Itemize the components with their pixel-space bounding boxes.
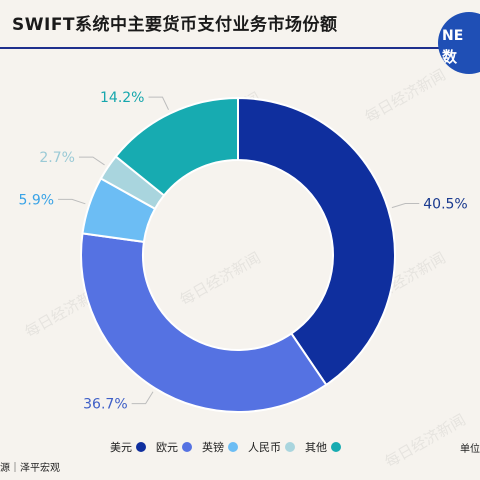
donut-slice-1 xyxy=(237,96,396,387)
legend-item-5: 其他 xyxy=(305,439,341,455)
legend-label: 人民币 xyxy=(248,441,281,454)
chart-title: SWIFT系统中主要货币支付业务市场份额 xyxy=(12,15,338,35)
logo-text-top: NE xyxy=(442,28,464,44)
unit-label: 单位 xyxy=(460,444,480,455)
logo-text-bottom: 数 xyxy=(442,48,458,66)
legend-item-3: 英镑 xyxy=(202,439,238,455)
data-label-2: 36.7% xyxy=(83,397,127,413)
leader-line-1 xyxy=(391,203,420,209)
legend: 美元 欧元 英镑 人民币 其他 xyxy=(110,438,351,456)
legend-swatch xyxy=(182,442,192,452)
legend-label: 英镑 xyxy=(202,441,224,454)
leader-line-4 xyxy=(78,156,105,166)
legend-item-2: 欧元 xyxy=(156,439,192,455)
data-label-1: 40.5% xyxy=(423,197,467,213)
donut-slice-2 xyxy=(80,232,328,413)
legend-label: 美元 xyxy=(110,441,132,454)
legend-swatch xyxy=(331,442,341,452)
source-label: 源｜泽平宏观 xyxy=(0,463,60,474)
legend-item-4: 人民币 xyxy=(248,439,295,455)
data-label-5: 14.2% xyxy=(100,90,144,106)
legend-label: 其他 xyxy=(305,441,327,454)
legend-swatch xyxy=(285,442,295,452)
leader-line-5 xyxy=(148,96,169,110)
title-underline xyxy=(0,47,440,49)
leader-line-3 xyxy=(58,198,86,205)
brand-logo: NE 数 xyxy=(438,12,480,74)
data-label-4: 2.7% xyxy=(39,150,75,166)
legend-swatch xyxy=(228,442,238,452)
legend-label: 欧元 xyxy=(156,441,178,454)
donut-slice-5 xyxy=(114,96,239,197)
data-label-3: 5.9% xyxy=(19,192,55,208)
legend-item-1: 美元 xyxy=(110,439,146,455)
leader-line-2 xyxy=(131,391,154,405)
legend-swatch xyxy=(136,442,146,452)
